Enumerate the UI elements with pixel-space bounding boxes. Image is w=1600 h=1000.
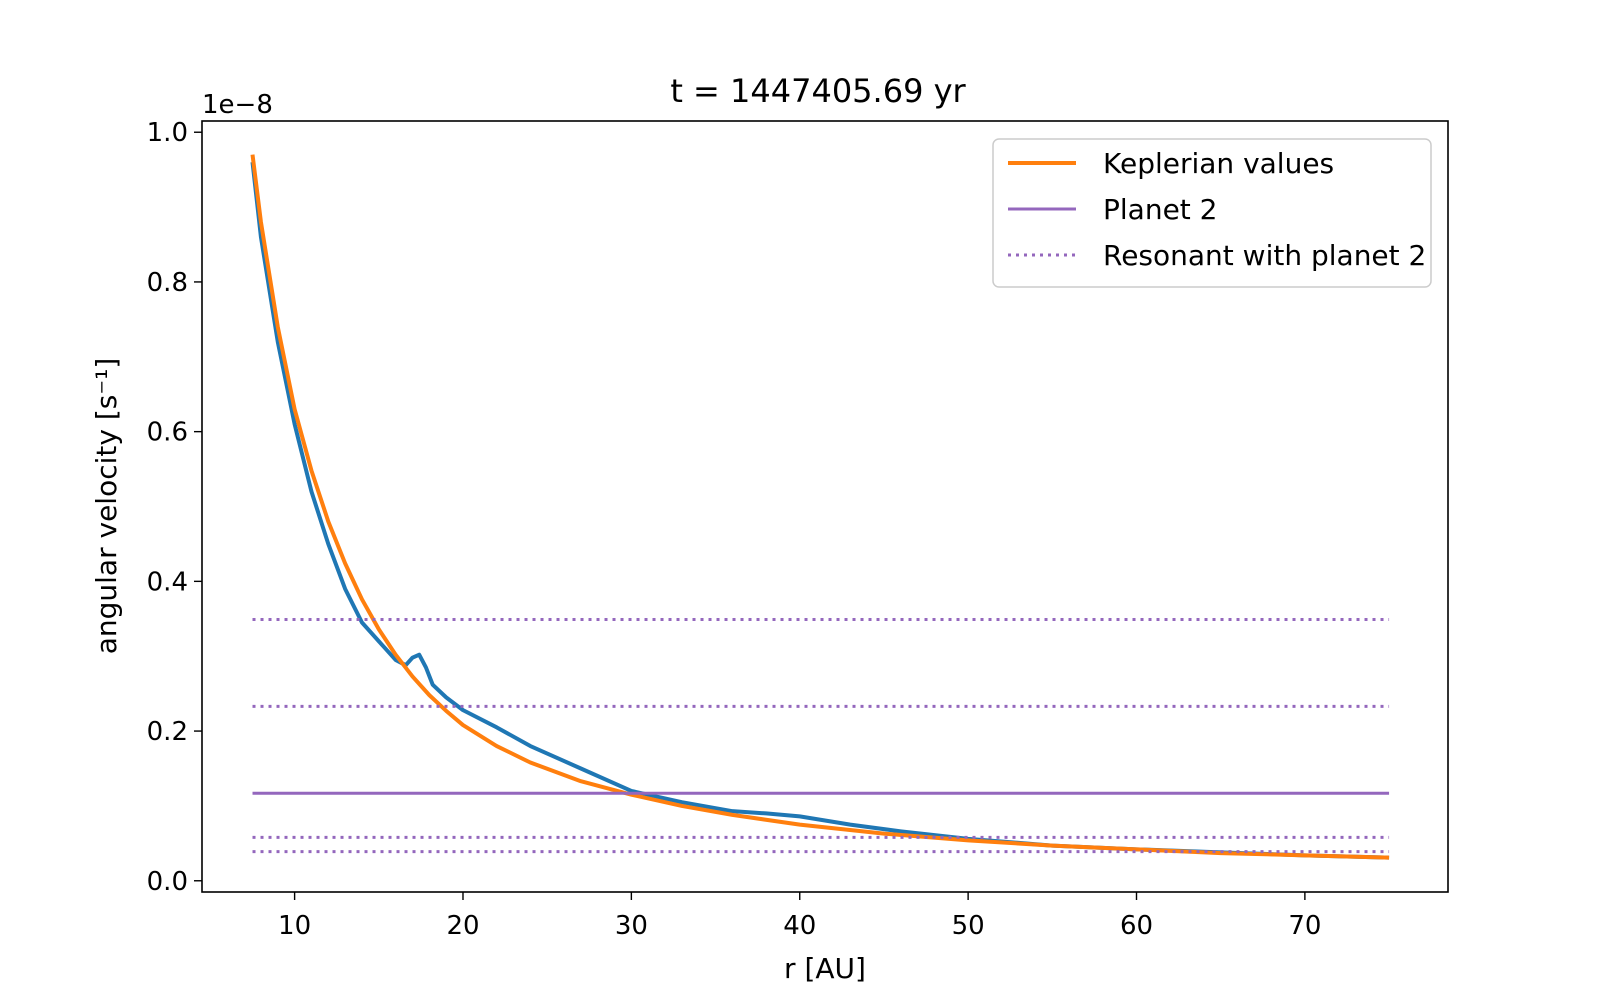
legend-label: Planet 2 bbox=[1103, 193, 1218, 226]
legend: Keplerian values Planet 2 Resonant with pl… bbox=[992, 138, 1432, 288]
y-axis: 0.0 0.2 0.4 0.6 0.8 1.0 bbox=[147, 118, 202, 897]
x-tick-label: 60 bbox=[1120, 911, 1153, 941]
y-tick-label: 1.0 bbox=[147, 118, 188, 148]
legend-box bbox=[992, 138, 1432, 288]
x-axis-label: r [AU] bbox=[784, 952, 866, 985]
x-tick-label: 40 bbox=[783, 911, 816, 941]
y-offset-label: 1e−8 bbox=[202, 90, 273, 120]
legend-label: Keplerian values bbox=[1103, 147, 1334, 180]
y-axis-label: angular velocity [s⁻¹] bbox=[90, 358, 123, 655]
x-tick-label: 20 bbox=[446, 911, 479, 941]
y-tick-label: 0.4 bbox=[147, 567, 188, 597]
y-tick-label: 0.0 bbox=[147, 867, 188, 897]
keplerian-series-line bbox=[250, 154, 1390, 860]
x-tick-label: 30 bbox=[615, 911, 648, 941]
axes-frame bbox=[201, 120, 1449, 893]
y-tick-label: 0.2 bbox=[147, 717, 188, 747]
y-tick-label: 0.6 bbox=[147, 418, 188, 448]
simulation-series-line bbox=[250, 161, 1390, 860]
chart-title: t = 1447405.69 yr bbox=[670, 72, 966, 110]
x-axis: 10 20 30 40 50 60 70 bbox=[278, 892, 1321, 941]
x-tick-label: 50 bbox=[952, 911, 985, 941]
legend-label: Resonant with planet 2 bbox=[1103, 239, 1426, 272]
x-tick-label: 70 bbox=[1288, 911, 1321, 941]
y-tick-label: 0.8 bbox=[147, 268, 188, 298]
x-tick-label: 10 bbox=[278, 911, 311, 941]
plot-area bbox=[250, 154, 1390, 860]
